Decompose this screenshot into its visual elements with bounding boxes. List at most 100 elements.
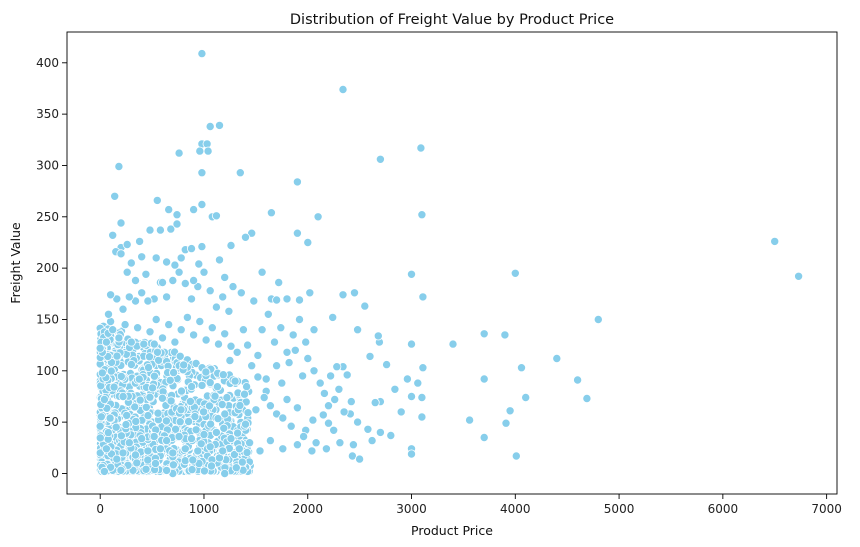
data-point	[413, 378, 423, 388]
data-point	[108, 230, 118, 240]
y-tick-label: 400	[36, 56, 59, 70]
data-point	[367, 436, 377, 446]
data-point	[197, 199, 207, 209]
data-point	[168, 460, 178, 470]
data-point	[137, 434, 147, 444]
data-point	[386, 430, 396, 440]
data-point	[251, 405, 261, 415]
data-point	[165, 375, 175, 385]
data-point	[170, 337, 180, 347]
data-point	[143, 446, 153, 456]
data-point	[101, 337, 111, 347]
data-point	[122, 410, 132, 420]
data-point	[218, 370, 228, 380]
data-point	[255, 446, 265, 456]
data-point	[294, 314, 304, 324]
data-point	[212, 382, 222, 392]
data-point	[174, 267, 184, 277]
data-point	[292, 228, 302, 238]
data-point	[97, 368, 107, 378]
data-point	[162, 257, 172, 267]
data-point	[126, 337, 136, 347]
data-point	[141, 464, 151, 474]
data-point	[118, 448, 128, 458]
data-point	[188, 455, 198, 465]
data-point	[240, 419, 250, 429]
data-point	[348, 440, 358, 450]
data-point	[292, 403, 302, 413]
data-point	[145, 225, 155, 235]
data-point	[282, 294, 292, 304]
data-point	[261, 374, 271, 384]
data-point	[334, 384, 344, 394]
data-point	[274, 277, 284, 287]
data-point	[145, 327, 155, 337]
data-point	[218, 446, 228, 456]
x-tick-label: 4000	[500, 502, 531, 516]
data-point	[186, 294, 196, 304]
data-point	[269, 337, 279, 347]
y-tick-label: 200	[36, 261, 59, 275]
data-point	[479, 432, 489, 442]
data-point	[143, 296, 153, 306]
data-point	[511, 451, 521, 461]
data-point	[222, 393, 232, 403]
data-point	[112, 351, 122, 361]
data-point	[226, 341, 236, 351]
data-point	[126, 359, 136, 369]
data-point	[176, 405, 186, 415]
data-point	[552, 353, 562, 363]
data-point	[201, 335, 211, 345]
data-point	[114, 161, 124, 171]
data-point	[593, 314, 603, 324]
data-point	[106, 290, 116, 300]
data-point	[396, 407, 406, 417]
data-point	[245, 438, 255, 448]
data-point	[375, 427, 385, 437]
data-point	[184, 416, 194, 426]
data-point	[189, 330, 199, 340]
data-point	[259, 392, 269, 402]
data-point	[137, 252, 147, 262]
data-point	[126, 258, 136, 268]
data-point	[182, 312, 192, 322]
data-point	[197, 380, 207, 390]
data-point	[211, 427, 221, 437]
data-point	[249, 296, 259, 306]
data-point	[166, 396, 176, 406]
data-point	[220, 409, 230, 419]
data-point	[199, 429, 209, 439]
data-point	[197, 168, 207, 178]
data-point	[205, 286, 215, 296]
data-point	[151, 253, 161, 263]
data-point	[242, 382, 252, 392]
data-point	[342, 370, 352, 380]
data-point	[309, 366, 319, 376]
data-point	[229, 449, 239, 459]
data-point	[122, 267, 132, 277]
data-point	[373, 331, 383, 341]
data-point	[166, 224, 176, 234]
data-point	[263, 309, 273, 319]
data-point	[323, 418, 333, 428]
data-point	[282, 394, 292, 404]
data-point	[157, 333, 167, 343]
data-point	[187, 465, 197, 475]
data-point	[328, 312, 338, 322]
data-point	[196, 439, 206, 449]
data-point	[149, 431, 159, 441]
data-point	[141, 402, 151, 412]
data-point	[162, 292, 172, 302]
data-point	[164, 320, 174, 330]
y-tick-label: 350	[36, 107, 59, 121]
data-point	[406, 339, 416, 349]
data-point	[195, 316, 205, 326]
data-point	[121, 420, 131, 430]
data-point	[237, 457, 247, 467]
data-point	[500, 330, 510, 340]
data-point	[143, 455, 153, 465]
data-point	[133, 323, 143, 333]
data-point	[148, 383, 158, 393]
data-point	[95, 433, 105, 443]
data-point	[205, 122, 215, 132]
